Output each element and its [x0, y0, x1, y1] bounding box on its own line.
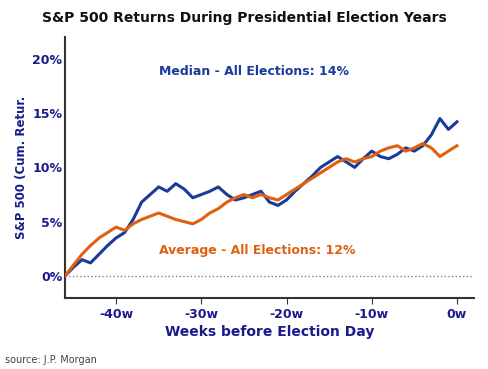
Text: source: J.P. Morgan: source: J.P. Morgan — [5, 355, 97, 365]
X-axis label: Weeks before Election Day: Weeks before Election Day — [164, 325, 373, 339]
Text: S&P 500 Returns During Presidential Election Years: S&P 500 Returns During Presidential Elec… — [42, 11, 446, 25]
Y-axis label: S&P 500 (Cum. Retur.: S&P 500 (Cum. Retur. — [15, 96, 28, 239]
Text: Average - All Elections: 12%: Average - All Elections: 12% — [159, 244, 354, 257]
Text: Median - All Elections: 14%: Median - All Elections: 14% — [159, 65, 348, 78]
